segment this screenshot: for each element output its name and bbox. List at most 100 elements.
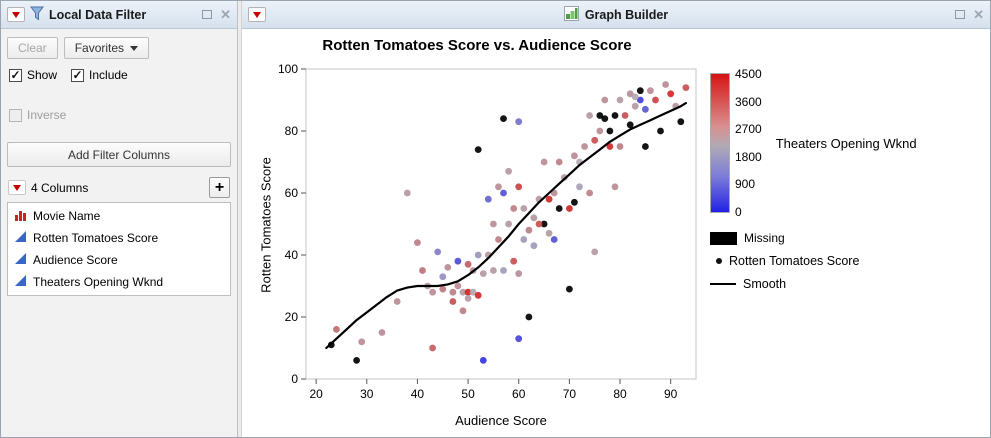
scatter-point[interactable] <box>566 285 573 293</box>
scatter-point[interactable] <box>464 288 472 296</box>
scatter-point[interactable] <box>647 87 654 95</box>
scatter-point[interactable] <box>500 189 507 197</box>
scatter-point[interactable] <box>520 205 528 212</box>
scatter-point[interactable] <box>586 112 593 119</box>
scatter-point[interactable] <box>510 205 518 212</box>
restore-window-icon[interactable] <box>202 10 213 19</box>
scatter-point[interactable] <box>601 96 609 104</box>
scatter-point[interactable] <box>571 198 578 206</box>
scatter-point[interactable] <box>566 205 573 212</box>
scatter-point[interactable] <box>677 118 685 126</box>
scatter-point[interactable] <box>459 307 467 315</box>
scatter-point[interactable] <box>484 195 492 203</box>
scatter-point[interactable] <box>419 267 426 274</box>
scatter-point[interactable] <box>464 295 472 302</box>
scatter-point[interactable] <box>601 115 609 122</box>
scatter-point[interactable] <box>611 112 619 119</box>
scatter-point[interactable] <box>378 329 386 336</box>
scatter-point[interactable] <box>449 298 457 305</box>
scatter-point[interactable] <box>631 102 639 110</box>
list-item-movie-name[interactable]: Movie Name <box>8 205 230 227</box>
list-item-audience-score[interactable]: Audience Score <box>8 249 230 271</box>
add-filter-columns-button[interactable]: Add Filter Columns <box>7 142 231 167</box>
inverse-checkbox[interactable] <box>9 108 22 122</box>
scatter-point[interactable] <box>606 143 614 150</box>
scatter-point[interactable] <box>535 220 543 228</box>
scatter-point[interactable] <box>479 357 487 364</box>
scatter-point[interactable] <box>505 167 512 175</box>
scatter-point[interactable] <box>571 152 578 160</box>
scatter-point[interactable] <box>353 357 360 364</box>
scatter-point[interactable] <box>490 267 497 274</box>
scatter-point[interactable] <box>454 282 462 290</box>
scatter-point[interactable] <box>464 260 472 268</box>
scatter-point[interactable] <box>642 143 649 150</box>
scatter-point[interactable] <box>550 236 558 243</box>
scatter-point[interactable] <box>530 214 538 222</box>
scatter-point[interactable] <box>444 264 452 271</box>
list-item-rotten-tomatoes-score[interactable]: Rotten Tomatoes Score <box>8 227 230 249</box>
scatter-point[interactable] <box>500 267 507 274</box>
scatter-point[interactable] <box>474 251 482 259</box>
restore-window-icon[interactable] <box>955 10 966 19</box>
scatter-point[interactable] <box>540 158 548 166</box>
scatter-point[interactable] <box>454 257 462 265</box>
scatter-point[interactable] <box>479 270 487 277</box>
scatter-point[interactable] <box>636 96 644 104</box>
scatter-point[interactable] <box>495 236 502 243</box>
scatter-point[interactable] <box>621 112 629 119</box>
include-checkbox[interactable] <box>71 68 85 82</box>
scatter-point[interactable] <box>439 285 447 293</box>
scatter-plot[interactable]: 20 30 40 50 60 70 80 90 0 20 40 60 80 100 <box>242 29 712 438</box>
panel-splitter[interactable] <box>238 1 242 437</box>
scatter-point[interactable] <box>667 90 675 98</box>
scatter-point[interactable] <box>642 105 649 113</box>
scatter-point[interactable] <box>606 127 614 135</box>
scatter-point[interactable] <box>459 288 467 296</box>
scatter-point[interactable] <box>490 220 497 228</box>
add-column-plus-button[interactable]: + <box>209 177 230 198</box>
columns-red-triangle-icon[interactable] <box>8 180 26 195</box>
scatter-point[interactable] <box>333 326 340 333</box>
scatter-point[interactable] <box>520 236 528 243</box>
scatter-point[interactable] <box>555 205 563 212</box>
scatter-point[interactable] <box>515 335 523 343</box>
scatter-point[interactable] <box>474 146 482 153</box>
list-item-theaters-opening-wknd[interactable]: Theaters Opening Wknd <box>8 271 230 293</box>
close-icon[interactable]: ✕ <box>220 7 231 22</box>
scatter-point[interactable] <box>505 220 512 228</box>
scatter-point[interactable] <box>626 90 634 98</box>
scatter-point[interactable] <box>576 183 583 191</box>
scatter-point[interactable] <box>586 189 593 197</box>
scatter-point[interactable] <box>616 143 624 150</box>
scatter-point[interactable] <box>515 270 523 277</box>
scatter-point[interactable] <box>631 93 639 101</box>
scatter-point[interactable] <box>596 127 604 135</box>
scatter-point[interactable] <box>555 158 563 166</box>
scatter-point[interactable] <box>510 257 518 265</box>
scatter-point[interactable] <box>393 298 401 305</box>
red-triangle-menu-icon[interactable] <box>7 7 25 22</box>
scatter-point[interactable] <box>469 288 477 296</box>
clear-button[interactable]: Clear <box>7 37 58 59</box>
scatter-point[interactable] <box>403 189 411 197</box>
scatter-point[interactable] <box>581 143 588 150</box>
scatter-point[interactable] <box>358 338 366 346</box>
scatter-point[interactable] <box>525 313 533 321</box>
scatter-point[interactable] <box>611 183 619 191</box>
scatter-point[interactable] <box>616 96 624 104</box>
scatter-point[interactable] <box>439 273 447 281</box>
scatter-point[interactable] <box>474 291 482 299</box>
scatter-point[interactable] <box>591 136 599 144</box>
scatter-point[interactable] <box>636 87 644 95</box>
scatter-point[interactable] <box>540 220 548 228</box>
scatter-point[interactable] <box>495 183 502 191</box>
scatter-point[interactable] <box>530 242 538 250</box>
scatter-point[interactable] <box>657 127 664 135</box>
scatter-point[interactable] <box>525 226 533 234</box>
scatter-point[interactable] <box>545 195 553 203</box>
scatter-point[interactable] <box>591 248 599 256</box>
scatter-point[interactable] <box>626 121 634 129</box>
scatter-point[interactable] <box>682 84 690 91</box>
scatter-point[interactable] <box>449 288 457 296</box>
